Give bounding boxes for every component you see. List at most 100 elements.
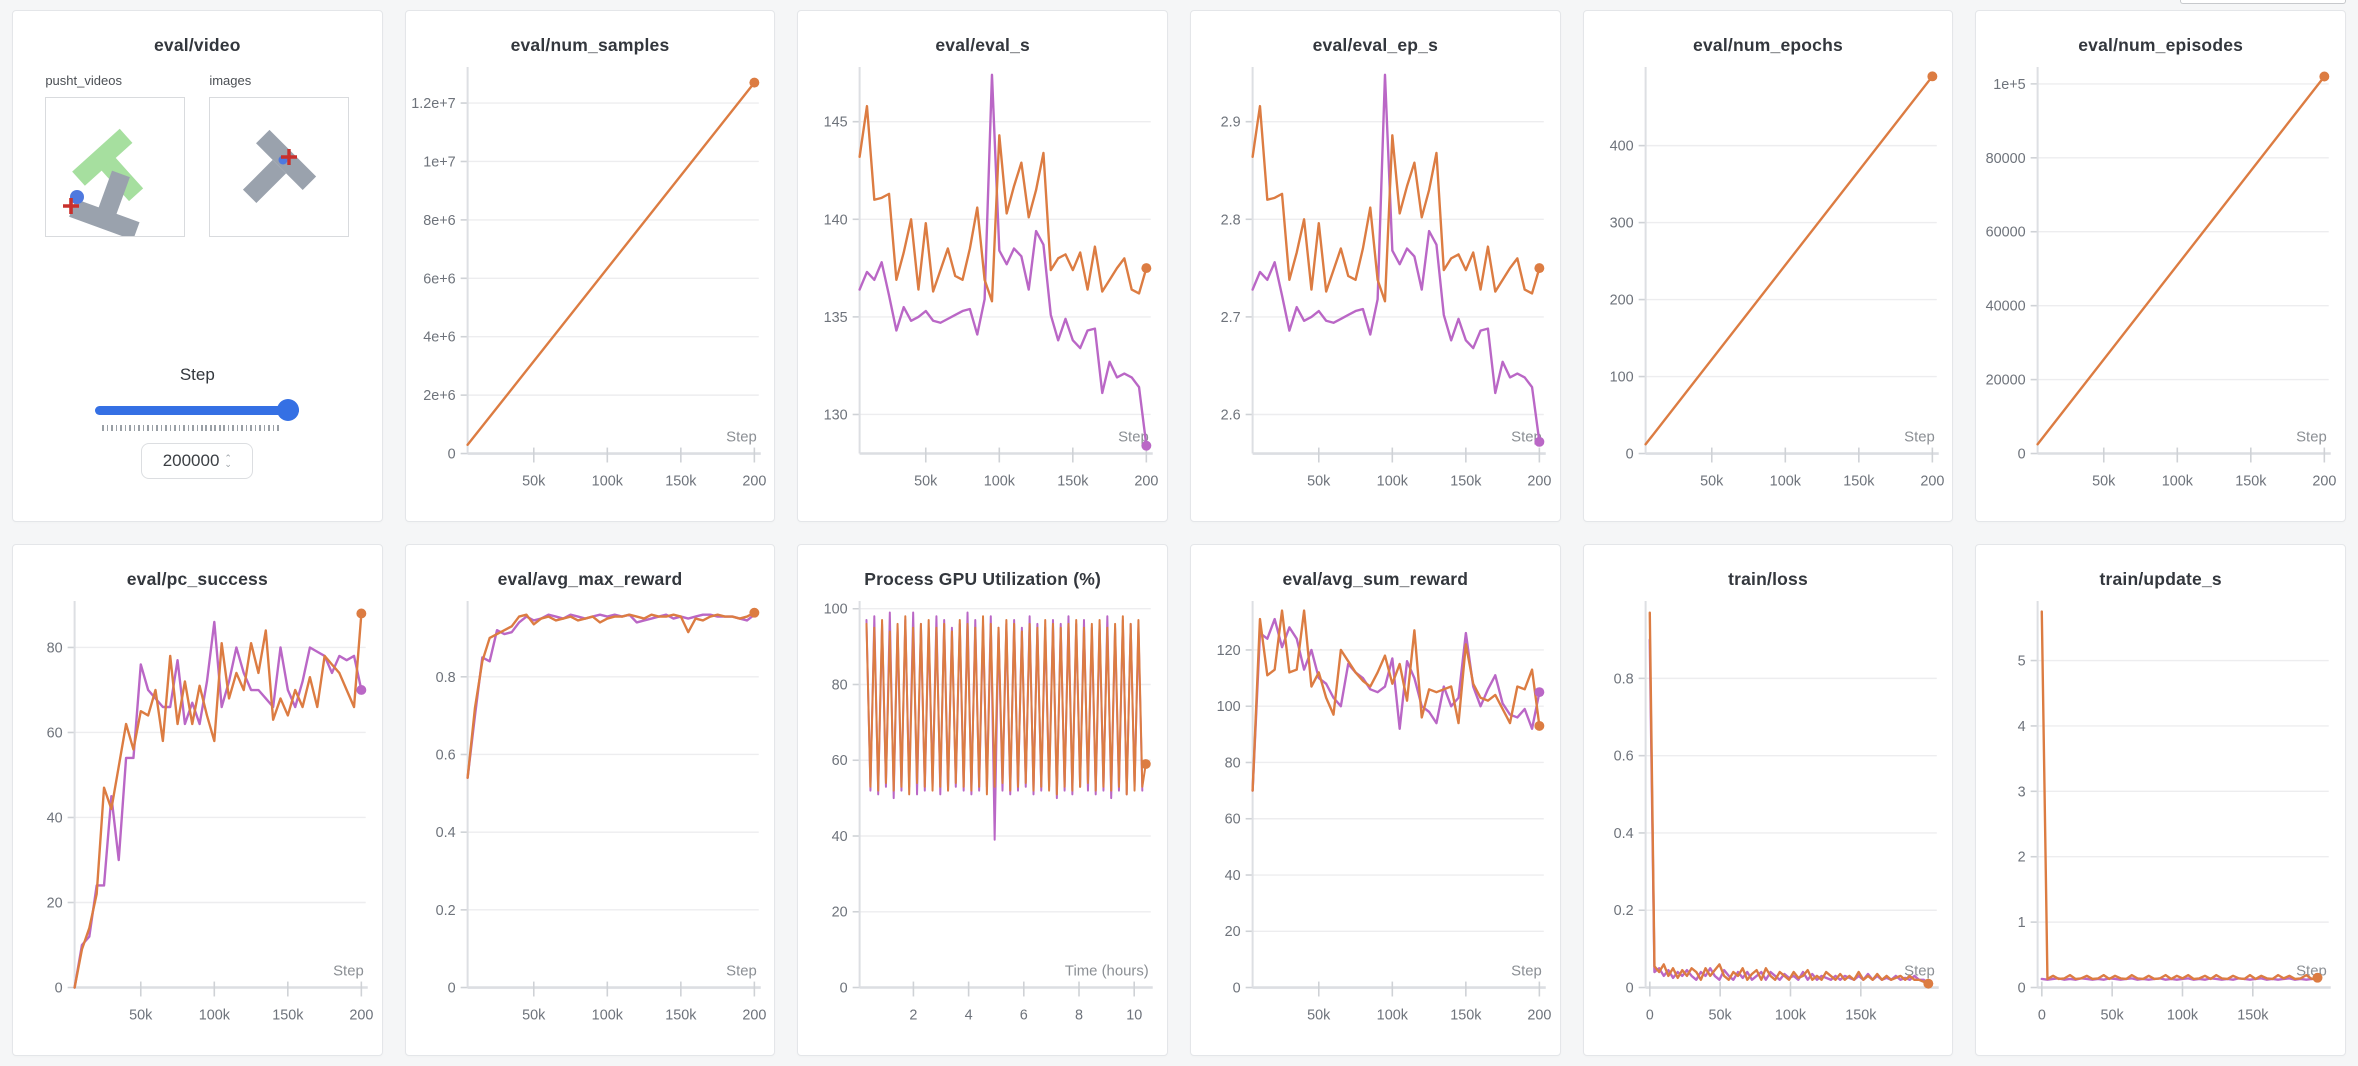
chart-canvas-train-loss[interactable]: 0 0.2 0.4 0.6 0.8 0 50k 100k 150k Step: [1584, 597, 1953, 1043]
panel-eval-avg_max_reward[interactable]: eval/avg_max_reward 0 0.2 0.4 0.6 0.8 50k 100k 1…: [404, 544, 776, 1056]
svg-text:20000: 20000: [1986, 373, 2026, 389]
panel-title: eval/avg_max_reward: [497, 569, 683, 589]
chart-canvas-eval-num_episodes[interactable]: 0 20000 40000 60000 80000 1e+5 50k 100k 150k 200 S…: [1976, 63, 2345, 509]
svg-text:60: 60: [832, 753, 848, 769]
svg-text:Time (hours): Time (hours): [1065, 964, 1149, 980]
series-purple-line: [1251, 73, 1541, 444]
media-figure-pusht-videos[interactable]: pusht_videos: [45, 73, 186, 241]
panel-train-loss[interactable]: train/loss 0 0.2 0.4 0.6 0.8 0 50k 100k 150k Step: [1582, 544, 1954, 1056]
step-control-block: Step 200000 ⌃ ⌄: [13, 365, 382, 479]
svg-text:Step: Step: [1904, 430, 1935, 446]
panel-eval-eval_ep_s[interactable]: eval/eval_ep_s 2.6 2.7 2.8 2.9 50k 100k 150k 200…: [1189, 10, 1561, 522]
panel-grid: eval/video pusht_videos: [12, 10, 2346, 1056]
series-purple-line: [466, 613, 756, 779]
svg-text:100: 100: [1217, 699, 1241, 715]
panel-title: train/update_s: [2099, 569, 2222, 589]
panel-title: eval/eval_s: [935, 35, 1030, 55]
svg-text:Step: Step: [1904, 964, 1935, 980]
media-figure-images[interactable]: images: [209, 73, 350, 237]
panel-eval-video[interactable]: eval/video pusht_videos: [12, 10, 383, 522]
svg-text:100: 100: [1609, 370, 1633, 386]
svg-text:0: 0: [447, 447, 455, 463]
svg-text:200: 200: [1920, 473, 1944, 489]
stepper-arrows[interactable]: ⌃ ⌄: [224, 453, 232, 469]
panel-eval-num_samples[interactable]: eval/num_samples 0 2e+6 4e+6 6e+6 8e+6 1e+7 1.2…: [404, 10, 776, 522]
svg-text:2.9: 2.9: [1221, 115, 1241, 131]
series-orange-line: [1648, 611, 1930, 985]
chart-canvas-eval-eval_s[interactable]: 130 135 140 145 50k 100k 150k 200 Step: [798, 63, 1167, 509]
svg-text:135: 135: [824, 310, 848, 326]
svg-text:4: 4: [965, 1007, 973, 1023]
svg-text:80: 80: [47, 640, 63, 656]
svg-text:8e+6: 8e+6: [423, 213, 455, 229]
svg-text:6e+6: 6e+6: [423, 271, 455, 287]
svg-text:50k: 50k: [1700, 473, 1724, 489]
slider-track[interactable]: [95, 406, 300, 415]
svg-text:2.7: 2.7: [1221, 310, 1241, 326]
svg-text:0.2: 0.2: [1613, 903, 1633, 919]
series-orange-line: [466, 611, 756, 779]
svg-text:200: 200: [1609, 293, 1633, 309]
svg-text:8: 8: [1075, 1007, 1083, 1023]
images-thumbnail[interactable]: [209, 97, 350, 237]
pusht-env-render-icon: [243, 129, 317, 204]
panel-gpu-utilization[interactable]: Process GPU Utilization (%) 0 20 40 60 80 100 2…: [797, 544, 1168, 1056]
series-orange-line: [858, 104, 1148, 303]
chart-canvas-gpu-utilization[interactable]: 0 20 40 60 80 100 2 4 6 8 10 Time (hours): [798, 597, 1167, 1043]
svg-text:0.6: 0.6: [1613, 749, 1633, 765]
svg-text:0.8: 0.8: [1613, 671, 1633, 687]
svg-text:40: 40: [832, 829, 848, 845]
series-orange-line: [1251, 609, 1541, 792]
chart-canvas-eval-eval_ep_s[interactable]: 2.6 2.7 2.8 2.9 50k 100k 150k 200 Step: [1191, 63, 1560, 509]
svg-text:0: 0: [1645, 1007, 1653, 1023]
svg-text:1: 1: [2018, 915, 2026, 931]
svg-text:100k: 100k: [1377, 473, 1409, 489]
svg-text:80000: 80000: [1986, 151, 2026, 167]
step-down-icon[interactable]: ⌄: [224, 459, 232, 469]
panel-eval-pc_success[interactable]: eval/pc_success 0 20 40 60 80 50k 100k 150k 200 St…: [12, 544, 383, 1056]
series-purple-line: [73, 620, 363, 989]
slider-tick-marks: [102, 425, 292, 431]
chart-canvas-eval-num_samples[interactable]: 0 2e+6 4e+6 6e+6 8e+6 1e+7 1.2e+7 50k 100k 150k 20…: [406, 63, 775, 509]
panel-train-update_s[interactable]: train/update_s 0 1 2 3 4 5 0 50k 100k 150k Step: [1975, 544, 2346, 1056]
svg-text:60: 60: [47, 725, 63, 741]
svg-text:Step: Step: [1511, 430, 1542, 446]
svg-text:40: 40: [47, 810, 63, 826]
svg-text:120: 120: [1217, 643, 1241, 659]
svg-text:80: 80: [1225, 755, 1241, 771]
svg-text:20: 20: [832, 905, 848, 921]
panel-eval-eval_s[interactable]: eval/eval_s 130 135 140 145 50k 100k 150k 200 Ste…: [797, 10, 1168, 522]
panel-title: train/loss: [1728, 569, 1808, 589]
panel-eval-num_episodes[interactable]: eval/num_episodes 0 20000 40000 60000 80000 1e…: [1975, 10, 2346, 522]
svg-text:50k: 50k: [1307, 473, 1331, 489]
pusht-video-thumbnail[interactable]: [45, 97, 186, 241]
svg-text:2.8: 2.8: [1221, 212, 1241, 228]
chart-canvas-eval-pc_success[interactable]: 0 20 40 60 80 50k 100k 150k 200 Step: [13, 597, 382, 1043]
svg-text:50k: 50k: [522, 1007, 546, 1023]
media-label: images: [209, 73, 252, 88]
svg-text:20: 20: [1225, 924, 1241, 940]
panel-eval-avg_sum_reward[interactable]: eval/avg_sum_reward 0 20 40 60 80 100 120 50k 100…: [1189, 544, 1561, 1056]
chart-canvas-eval-avg_max_reward[interactable]: 0 0.2 0.4 0.6 0.8 50k 100k 150k 200 Step: [406, 597, 775, 1043]
chart-canvas-eval-num_epochs[interactable]: 0 100 200 300 400 50k 100k 150k 200 Step: [1584, 63, 1953, 509]
series-purple-line: [1648, 638, 1930, 985]
svg-text:150k: 150k: [665, 1007, 697, 1023]
slider-thumb[interactable]: [277, 399, 300, 421]
svg-text:2: 2: [2018, 850, 2026, 866]
svg-text:3: 3: [2018, 784, 2026, 800]
step-up-icon[interactable]: ⌃: [224, 453, 232, 463]
step-number-input[interactable]: 200000 ⌃ ⌄: [141, 443, 254, 479]
svg-text:6: 6: [1020, 1007, 1028, 1023]
svg-text:50k: 50k: [2101, 1007, 2125, 1023]
panel-eval-num_epochs[interactable]: eval/num_epochs 0 100 200 300 400 50k 100k 150k 2…: [1582, 10, 1954, 522]
step-slider[interactable]: [95, 399, 300, 421]
svg-text:0: 0: [1625, 447, 1633, 463]
svg-text:1.2e+7: 1.2e+7: [411, 96, 455, 112]
panel-title: eval/num_epochs: [1693, 35, 1843, 55]
svg-text:100k: 100k: [591, 1007, 623, 1023]
panel-title: Process GPU Utilization (%): [864, 569, 1102, 589]
svg-text:100k: 100k: [984, 473, 1016, 489]
chart-canvas-eval-avg_sum_reward[interactable]: 0 20 40 60 80 100 120 50k 100k 150k 200 Step: [1191, 597, 1560, 1043]
series-orange-line: [1644, 75, 1934, 446]
